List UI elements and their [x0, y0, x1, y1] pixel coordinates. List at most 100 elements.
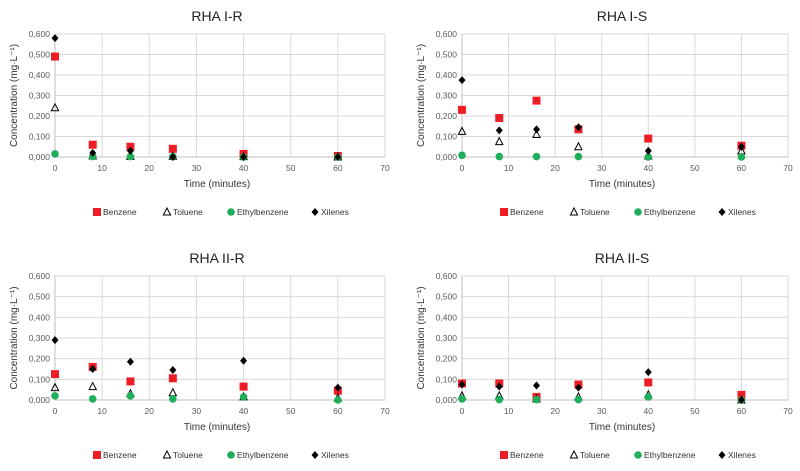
x-tick-label: 10 — [97, 406, 107, 416]
y-tick-label: 0,500 — [29, 50, 51, 60]
y-axis-label: Concentration (mg·L⁻¹) — [416, 44, 427, 147]
legend: Benzene Toluene Ethylbenzene Xilenes — [500, 449, 756, 460]
grid — [461, 33, 789, 158]
data-point-ethylbenzene — [532, 152, 541, 161]
data-point-ethylbenzene — [51, 392, 59, 400]
data-point-xilenes — [51, 336, 59, 345]
data-point-benzene — [644, 378, 653, 387]
legend-item-xilenes: Xilenes — [718, 207, 756, 217]
y-tick-label: 0,500 — [436, 50, 458, 60]
legend-label: Ethylbenzene — [644, 207, 696, 217]
legend-marker-ethylbenzene — [634, 451, 642, 459]
y-axis-label: Concentration (mg·L⁻¹) — [9, 44, 20, 147]
y-tick-label: 0,600 — [436, 271, 458, 281]
legend-marker-xilenes — [311, 451, 319, 459]
chart-title: RHA I-R — [191, 8, 242, 24]
legend-label: Ethylbenzene — [237, 207, 289, 217]
x-tick-label: 30 — [192, 406, 202, 416]
legend-marker-benzene — [93, 208, 101, 216]
data-point-xilenes — [574, 123, 582, 132]
legend-label: Ethylbenzene — [237, 450, 289, 460]
y-tick-label: 0,400 — [436, 70, 458, 80]
data-point-toluene — [50, 102, 60, 112]
y-tick-label: 0,300 — [29, 333, 51, 343]
data-point-xilenes — [495, 126, 503, 135]
legend-label: Benzene — [103, 207, 137, 217]
y-tick-label: 0,300 — [436, 333, 458, 343]
x-tick-label: 70 — [380, 163, 390, 173]
legend-marker-benzene — [500, 208, 508, 216]
y-tick-label: 0,600 — [29, 271, 51, 281]
x-tick-label: 60 — [737, 406, 747, 416]
y-tick-label: 0,100 — [436, 132, 458, 142]
data-point-benzene — [51, 370, 59, 379]
x-tick-label: 30 — [597, 406, 607, 416]
chart-rha-ii-r: RHA II-R 0,000 0,100 0,200 0,300 0,400 0,500 0,… — [9, 250, 390, 460]
data-point-xilenes — [169, 153, 177, 161]
data-point-ethylbenzene — [334, 396, 342, 404]
data-point-ethylbenzene — [239, 393, 248, 401]
legend-label: Ethylbenzene — [644, 450, 696, 460]
x-tick-label: 10 — [97, 163, 107, 173]
chart-title: RHA II-R — [189, 250, 244, 266]
legend-item-benzene: Benzene — [93, 207, 137, 217]
data-point-ethylbenzene — [126, 392, 135, 400]
legend-item-benzene: Benzene — [500, 207, 544, 217]
chart-panel-rha-i-r: RHA I-R 0,000 0,100 0,200 0,300 0,400 0,500 0,6… — [0, 0, 400, 235]
data-point-ethylbenzene — [574, 152, 583, 161]
legend-item-ethylbenzene: Ethylbenzene — [634, 207, 696, 217]
x-tick-label: 50 — [286, 163, 296, 173]
legend-label: Xilenes — [728, 207, 756, 217]
x-tick-label: 20 — [550, 163, 560, 173]
x-tick-label: 0 — [460, 163, 465, 173]
legend-item-benzene: Benzene — [93, 450, 137, 460]
data-point-ethylbenzene — [495, 395, 504, 404]
legend-marker-benzene — [500, 451, 508, 459]
legend-label: Xilenes — [728, 450, 756, 460]
legend: Benzene Toluene Ethylbenzene Xilenes — [93, 449, 349, 460]
y-tick-label: 0,600 — [436, 29, 458, 39]
data-point-xilenes — [574, 383, 582, 392]
legend-marker-xilenes — [718, 451, 726, 459]
x-tick-label: 40 — [644, 406, 654, 416]
legend-marker-xilenes — [718, 208, 726, 216]
data-point-xilenes — [495, 382, 503, 391]
data-point-ethylbenzene — [169, 395, 177, 403]
data-point-xilenes — [334, 383, 342, 392]
x-tick-label: 20 — [550, 406, 560, 416]
x-tick-label: 30 — [192, 163, 202, 173]
x-tick-label: 40 — [239, 163, 249, 173]
data-point-benzene — [126, 377, 135, 386]
data-point-ethylbenzene — [574, 395, 583, 404]
data-point-xilenes — [334, 153, 342, 161]
legend-marker-toluene — [569, 206, 579, 216]
legend-item-toluene: Toluene — [162, 206, 203, 217]
chart-rha-ii-s: RHA II-S 0,000 0,100 0,200 0,300 0,400 0,500 0,… — [416, 250, 793, 460]
y-tick-label: 0,000 — [29, 395, 51, 405]
data-point-benzene — [51, 52, 59, 61]
y-tick-label: 0,200 — [436, 354, 458, 364]
series-xilenes — [51, 34, 342, 161]
data-point-xilenes — [533, 125, 541, 134]
data-point-benzene — [88, 140, 97, 149]
data-point-ethylbenzene — [737, 153, 746, 161]
legend-item-ethylbenzene: Ethylbenzene — [634, 450, 696, 460]
data-point-ethylbenzene — [88, 395, 97, 403]
legend-marker-toluene — [569, 449, 579, 459]
y-axis-label: Concentration (mg·L⁻¹) — [9, 286, 20, 389]
y-tick-label: 0,300 — [436, 91, 458, 101]
legend-marker-toluene — [162, 206, 172, 216]
series-ethylbenzene — [458, 151, 746, 161]
legend-label: Benzene — [510, 207, 544, 217]
x-tick-label: 60 — [737, 163, 747, 173]
legend-label: Benzene — [103, 450, 137, 460]
data-point-xilenes — [458, 76, 466, 85]
data-point-ethylbenzene — [495, 152, 504, 161]
data-point-xilenes — [240, 356, 248, 365]
y-tick-label: 0,100 — [29, 374, 51, 384]
data-point-benzene — [458, 105, 466, 114]
legend-item-xilenes: Xilenes — [718, 450, 756, 460]
y-tick-label: 0,400 — [29, 312, 51, 322]
legend: Benzene Toluene Ethylbenzene Xilenes — [500, 206, 756, 217]
data-point-ethylbenzene — [644, 393, 653, 401]
